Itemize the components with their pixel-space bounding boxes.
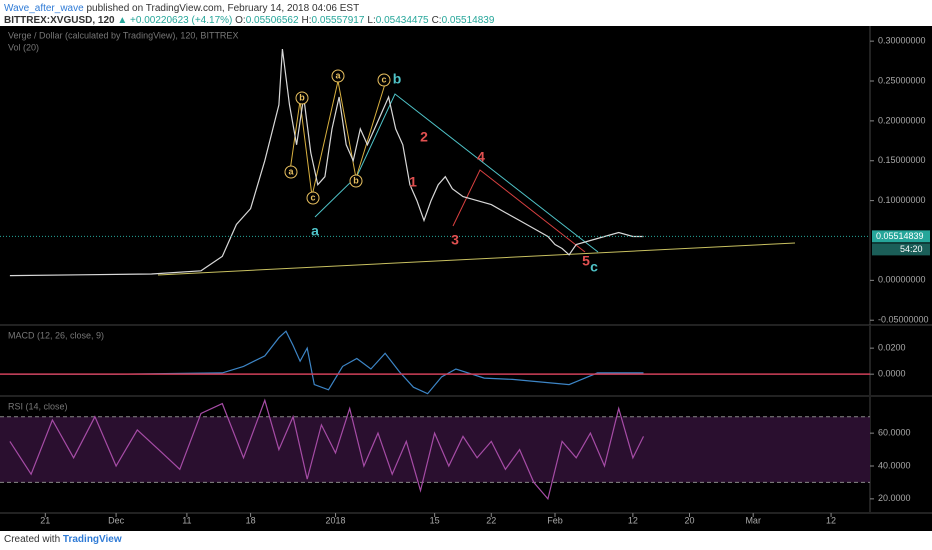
last-price-box [872, 230, 930, 243]
wave-label: b [299, 92, 305, 102]
pane-label: Vol (20) [8, 42, 39, 52]
wave-marker [295, 91, 309, 105]
publish-line: Wave_after_wave published on TradingView… [4, 3, 359, 14]
brand[interactable]: TradingView [62, 534, 122, 545]
x-tick-label: 11 [182, 515, 191, 525]
series-line [9, 330, 644, 395]
pane-label: RSI (14, close) [8, 401, 68, 411]
rsi-band [0, 416, 870, 483]
ohlc-value: 0.05557917 [311, 15, 365, 26]
published: published on TradingView.com, February 1… [83, 3, 360, 14]
last-price-label: 0.05514839 [876, 231, 924, 241]
x-tick-label: Mar [745, 515, 761, 525]
ohlc-value: 0.05434475 [375, 15, 429, 26]
ohlc-value: 0.05506562 [245, 15, 299, 26]
wave-label: a [335, 70, 341, 80]
pane-label: Verge / Dollar (calculated by TradingVie… [8, 30, 238, 40]
x-tick-label: 21 [40, 515, 50, 525]
wave-label: b [353, 175, 359, 185]
wave-label: c [381, 74, 386, 84]
wave-marker [284, 165, 298, 179]
wave-label: 1 [409, 174, 417, 190]
y-tick-label: 0.25000000 [878, 75, 926, 85]
wave-label: c [310, 192, 315, 202]
ohlc-value: 0.05514839 [441, 15, 495, 26]
ohlc-key: O: [235, 15, 246, 26]
wave-marker [349, 174, 363, 188]
ohlc-key: C: [431, 15, 442, 26]
y-tick-label: 0.30000000 [878, 36, 926, 46]
wave-label: c [590, 259, 598, 275]
change: ▲ +0.00220623 (+4.17%) [117, 15, 233, 26]
wave-label: a [288, 166, 294, 176]
wave-label: 3 [451, 232, 459, 248]
x-tick-label: 12 [826, 515, 836, 525]
countdown-box [872, 243, 930, 256]
x-tick-label: Feb [547, 515, 563, 525]
wave-label: a [311, 223, 319, 239]
countdown-label: 54:20 [900, 244, 923, 254]
y-tick-label: 60.0000 [878, 428, 911, 438]
x-tick-label: 2018 [326, 515, 346, 525]
author[interactable]: Wave_after_wave [4, 3, 84, 14]
wave-marker [377, 73, 391, 87]
pane-label: MACD (12, 26, close, 9) [8, 330, 104, 340]
ohlc-key: L: [367, 15, 376, 26]
x-tick-label: 18 [246, 515, 256, 525]
wave-marker [331, 69, 345, 83]
wave-label: 5 [582, 253, 590, 269]
y-tick-label: 0.15000000 [878, 155, 926, 165]
x-tick-label: 22 [486, 515, 496, 525]
symbol: BITTREX:XVGUSD, 120 [4, 15, 115, 26]
footer: Created with TradingView [4, 534, 122, 545]
wave-lines [314, 93, 599, 253]
wave-lines [289, 80, 386, 197]
series-line [9, 49, 644, 277]
y-tick-label: 20.0000 [878, 493, 911, 503]
y-tick-label: 0.00000000 [878, 275, 926, 285]
ohlc-key: H: [301, 15, 312, 26]
x-tick-label: Dec [108, 515, 125, 525]
x-tick-label: 15 [430, 515, 440, 525]
y-tick-label: 0.10000000 [878, 195, 926, 205]
y-tick-label: 0.0000 [878, 369, 906, 379]
symbol-line: BITTREX:XVGUSD, 120 ▲ +0.00220623 (+4.17… [4, 15, 497, 26]
x-tick-label: 12 [628, 515, 638, 525]
wave-label: 2 [420, 129, 428, 145]
x-tick-label: 20 [684, 515, 694, 525]
trendline [157, 242, 796, 276]
y-tick-label: 0.0200 [878, 343, 906, 353]
y-tick-label: 40.0000 [878, 460, 911, 470]
wave-lines [452, 169, 586, 253]
chart: 0.30000000 0.25000000 0.20000000 0.15000000… [0, 26, 932, 531]
series-line [9, 398, 645, 501]
wave-label: 4 [477, 149, 485, 165]
created-with: Created with [4, 534, 61, 545]
y-tick-label: -0.05000000 [878, 315, 929, 325]
wave-marker [306, 191, 320, 205]
y-tick-label: 0.20000000 [878, 115, 926, 125]
wave-label: b [393, 71, 402, 87]
